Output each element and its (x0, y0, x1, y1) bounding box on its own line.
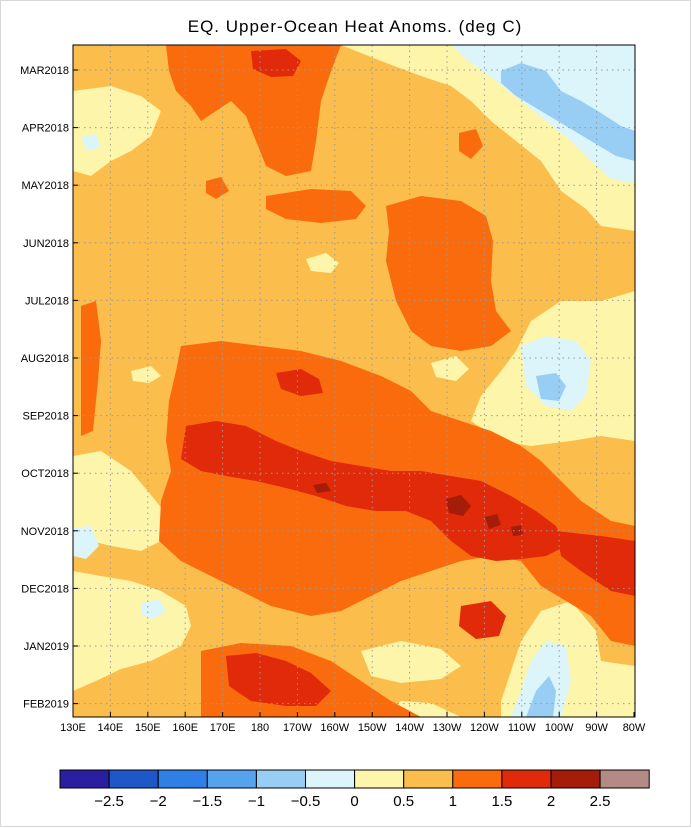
colorbar-swatch (354, 769, 405, 789)
colorbar-label: 2 (547, 793, 555, 810)
colorbar-swatch (403, 769, 454, 789)
contour-1.5-to-2-patch-b (459, 601, 506, 639)
contour-1-to-1.5-patch-a (459, 129, 483, 159)
contour-neg0.5-to-0-west-c (81, 134, 101, 151)
colorbar-label: −2.5 (94, 793, 124, 810)
y-axis: MAR2018 APR2018 MAY2018 JUN2018 JUL2018 AUG20… (20, 65, 78, 711)
contour-1.5-to-2-central-band (181, 421, 566, 561)
contour-neg0.5-to-0-west-b (141, 599, 166, 619)
x-tick-label: 170W (283, 722, 312, 734)
y-tick-label: JUL2018 (25, 295, 69, 307)
y-tick-label: JAN2019 (24, 641, 69, 653)
contour-2-to-2.5-d (511, 525, 523, 536)
colorbar-swatch (157, 769, 208, 789)
colorbar-swatch (206, 769, 257, 789)
contour-neg1-to-neg0.5-northeast (501, 63, 635, 161)
contour-1.5-to-2-patch-a (276, 369, 323, 396)
x-tick-label: 160W (320, 722, 349, 734)
contour-neg1-to-neg0.5-southeast (526, 676, 556, 717)
grid-lines (73, 45, 635, 717)
y-tick-label: FEB2019 (23, 699, 69, 711)
x-tick-label: 80W (623, 722, 646, 734)
colorbar-swatch (255, 769, 306, 789)
colorbar-label: −1.5 (192, 793, 222, 810)
x-axis: 130E 140E 150E 160E 170E 180 170W 160W 150W 140W 1… (60, 712, 646, 734)
contour-2-to-2.5-a (446, 495, 471, 516)
colorbar-swatch (452, 769, 503, 789)
colorbar-swatch (108, 769, 159, 789)
colorbar-label: 0 (350, 793, 358, 810)
x-tick-label: 100W (545, 722, 574, 734)
y-tick-label: AUG2018 (21, 353, 69, 365)
colorbar-swatch (59, 769, 110, 789)
x-tick-label: 140W (395, 722, 424, 734)
x-tick-label: 170E (210, 722, 236, 734)
colorbar-label: 2.5 (590, 793, 611, 810)
contour-2-to-2.5-c (313, 483, 331, 493)
colorbar-label: −2 (150, 793, 167, 810)
colorbar-swatch (550, 769, 601, 789)
contour-1.5-to-2-south (226, 653, 331, 706)
contour-0-to-0.5-southwest (73, 571, 191, 691)
y-tick-label: APR2018 (22, 123, 69, 135)
contour-0-to-0.5-patch-c (431, 356, 469, 381)
plot-border (72, 44, 636, 718)
colorbar-label: 1 (449, 793, 457, 810)
contour-1-to-1.5-west-strip (81, 301, 101, 436)
x-tick-label: 150W (358, 722, 387, 734)
x-tick-label: 90W (585, 722, 608, 734)
contour-1-to-1.5-patch-b (206, 177, 229, 199)
contour-0-to-0.5-west-upper (73, 86, 161, 176)
contour-0-to-0.5-patch-a (306, 253, 339, 273)
colorbar: −2.5 −2 −1.5 −1 −0.5 0 0.5 1 1.5 2 2.5 (59, 769, 650, 810)
contour-2-to-2.5-b (485, 514, 501, 529)
x-tick-label: 120W (470, 722, 499, 734)
colorbar-swatch (599, 769, 650, 789)
contour-0-to-0.5-west-lower (73, 451, 171, 551)
chart-title: EQ. Upper-Ocean Heat Anoms. (deg C) (188, 17, 523, 36)
colorbar-label: −0.5 (291, 793, 321, 810)
x-tick-label: 110W (508, 722, 537, 734)
colorbar-label: −1 (248, 793, 265, 810)
y-tick-label: SEP2018 (23, 411, 69, 423)
contour-0-to-0.5-south-center (361, 641, 461, 683)
colorbar-label: 0.5 (393, 793, 414, 810)
contour-fills (73, 45, 635, 717)
y-tick-label: MAY2018 (22, 180, 70, 192)
contour-1.5-to-2-east-tail (556, 531, 635, 596)
x-tick-label: 130E (60, 722, 86, 734)
colorbar-swatch (305, 769, 356, 789)
colorbar-label: 1.5 (491, 793, 512, 810)
x-tick-label: 130W (433, 722, 462, 734)
x-tick-label: 150E (135, 722, 161, 734)
y-tick-label: NOV2018 (21, 526, 69, 538)
y-tick-label: JUN2018 (23, 238, 69, 250)
contour-neg0.5-to-0-southeast (511, 641, 571, 717)
x-tick-label: 180 (251, 722, 269, 734)
contour-neg0.5-to-0-west-a (73, 526, 99, 559)
contour-1-to-1.5-north-b (266, 189, 366, 223)
x-tick-label: 160E (172, 722, 198, 734)
contour-1-to-1.5-center-east (386, 196, 511, 351)
contour-neg1-to-neg0.5-east-mid (536, 373, 566, 401)
plot-area (72, 44, 636, 718)
y-tick-label: OCT2018 (21, 468, 69, 480)
y-tick-label: DEC2018 (21, 583, 69, 595)
y-tick-label: MAR2018 (20, 65, 69, 77)
contour-1-to-1.5-north-a (166, 45, 341, 176)
x-tick-label: 140E (98, 722, 124, 734)
colorbar-swatch (501, 769, 552, 789)
contour-neg0.5-to-0-northeast (451, 45, 635, 183)
contour-0-to-0.5-patch-b (131, 366, 161, 383)
